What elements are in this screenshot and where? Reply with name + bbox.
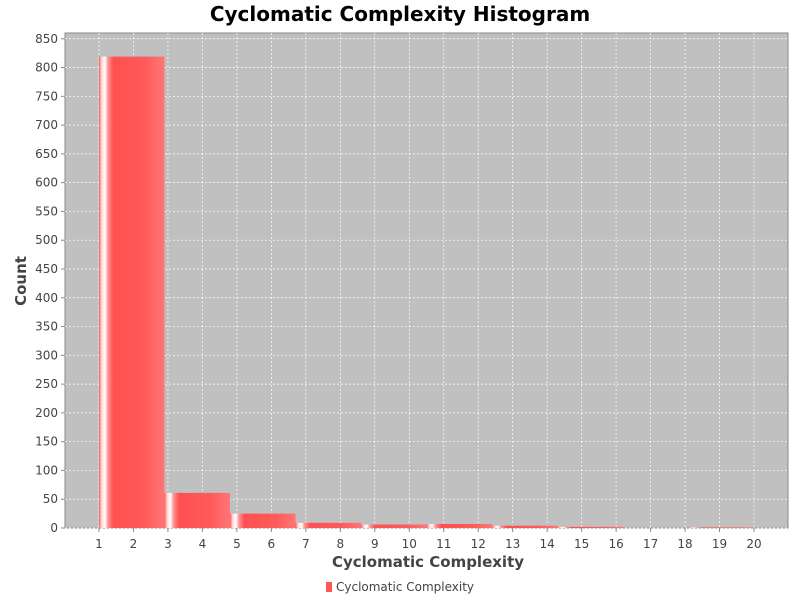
x-tick-label: 20 (746, 537, 761, 551)
x-tick-label: 1 (95, 537, 103, 551)
x-tick-label: 4 (199, 537, 207, 551)
y-tick-label: 800 (35, 61, 58, 75)
grid-lines (65, 33, 788, 529)
x-axis-label: Cyclomatic Complexity (332, 553, 524, 571)
y-tick-label: 350 (35, 320, 58, 334)
y-tick-label: 700 (35, 118, 58, 132)
x-axis: 1 2 3 4 5 6 7 8 9 10 11 12 13 14 15 16 17 18 19 20 (95, 528, 762, 551)
x-tick-label: 13 (505, 537, 520, 551)
legend-label: Cyclomatic Complexity (335, 580, 475, 594)
y-axis-label: Count (12, 256, 30, 306)
bars (99, 56, 754, 528)
y-tick-label: 500 (35, 233, 58, 247)
y-axis: 0 50 100 150 200 250 300 350 400 450 500 550 600 650 7… (35, 32, 65, 535)
chart-title: Cyclomatic Complexity Histogram (209, 2, 591, 26)
y-tick-label: 400 (35, 291, 58, 305)
y-tick-label: 100 (35, 463, 58, 477)
histogram-bar (426, 523, 492, 528)
y-tick-label: 650 (35, 147, 58, 161)
histogram-bar (99, 56, 165, 528)
histogram-bar (164, 492, 230, 528)
y-tick-label: 750 (35, 89, 58, 103)
histogram-bar (230, 513, 296, 528)
x-tick-label: 16 (608, 537, 623, 551)
x-tick-label: 5 (233, 537, 241, 551)
x-tick-label: 18 (677, 537, 692, 551)
y-tick-label: 450 (35, 262, 58, 276)
legend: Cyclomatic Complexity (0, 580, 800, 594)
legend-swatch (325, 582, 332, 592)
plot-area (64, 32, 789, 529)
y-tick-label: 0 (50, 521, 58, 535)
x-tick-label: 3 (164, 537, 172, 551)
x-tick-label: 7 (302, 537, 310, 551)
x-tick-label: 11 (436, 537, 451, 551)
y-tick-label: 250 (35, 377, 58, 391)
histogram-bar (688, 527, 754, 528)
histogram-bar (361, 524, 427, 528)
x-tick-label: 15 (574, 537, 589, 551)
y-tick-label: 850 (35, 32, 58, 46)
x-tick-label: 19 (712, 537, 727, 551)
histogram-bar (295, 522, 361, 528)
x-tick-label: 8 (336, 537, 344, 551)
y-tick-label: 200 (35, 406, 58, 420)
x-tick-label: 14 (540, 537, 555, 551)
histogram-bar (557, 526, 623, 528)
x-tick-label: 9 (371, 537, 379, 551)
histogram-bar (492, 525, 558, 528)
y-tick-label: 600 (35, 176, 58, 190)
y-tick-label: 550 (35, 204, 58, 218)
x-tick-label: 2 (130, 537, 138, 551)
x-tick-label: 10 (402, 537, 417, 551)
y-tick-label: 150 (35, 435, 58, 449)
y-tick-label: 300 (35, 348, 58, 362)
y-tick-label: 50 (43, 492, 58, 506)
x-tick-label: 12 (471, 537, 486, 551)
x-tick-label: 17 (643, 537, 658, 551)
x-tick-label: 6 (268, 537, 276, 551)
